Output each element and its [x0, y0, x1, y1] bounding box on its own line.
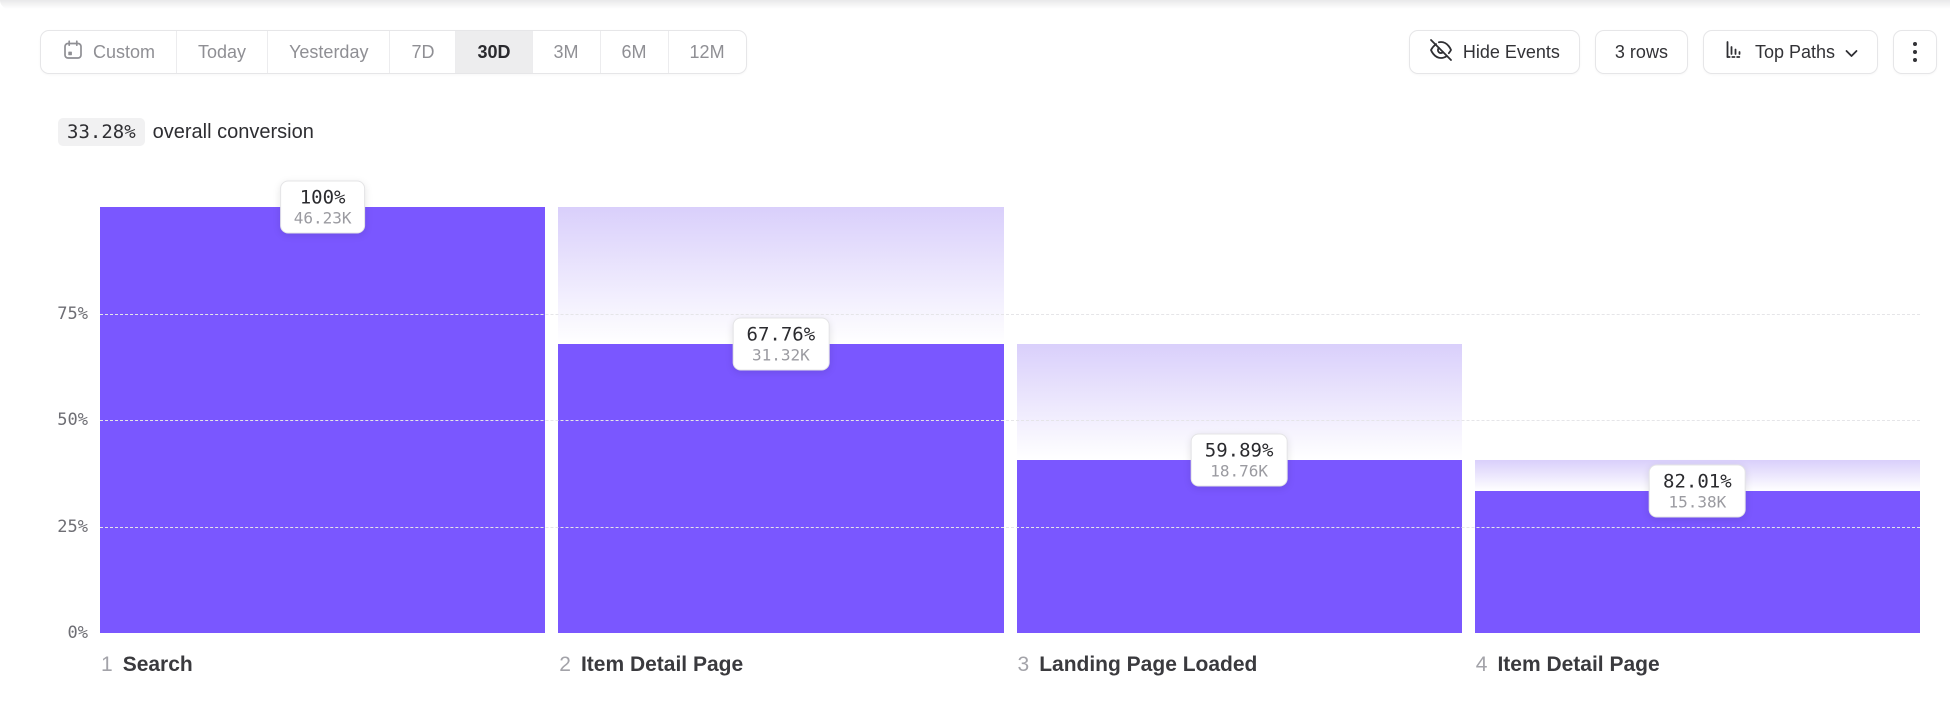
step-name: Landing Page Loaded [1039, 653, 1258, 676]
bar-value-tooltip: 59.89% 18.76K [1190, 433, 1288, 487]
step-conversion-percent: 100% [299, 186, 346, 209]
kebab-icon [1913, 42, 1917, 46]
step-name: Item Detail Page [580, 653, 744, 676]
overall-conversion-summary: 33.28% overall conversion [58, 118, 314, 146]
date-range-label: 12M [689, 41, 725, 62]
rows-button[interactable]: 3 rows [1594, 30, 1688, 74]
date-range-label: 3M [553, 41, 579, 62]
funnel-step-column[interactable]: 82.01% 15.38K [1474, 207, 1920, 633]
funnel-step-labels: 1 Search 2 Item Detail Page 3 Landing Page Lo… [100, 653, 1920, 683]
bar-value-tooltip: 67.76% 31.32K [732, 317, 830, 371]
step-count: 18.76K [1210, 461, 1269, 481]
date-range-30d[interactable]: 30D [456, 31, 533, 73]
date-range-segmented-control: Custom Today Yesterday 7D 30D 3M 6M 12M [40, 30, 747, 74]
chevron-down-icon [1845, 42, 1858, 63]
date-range-label: Yesterday [289, 41, 369, 62]
funnel-bar[interactable] [558, 344, 1004, 633]
bar-value-tooltip: 82.01% 15.38K [1649, 464, 1746, 518]
step-count: 31.32K [751, 345, 810, 365]
top-panel-shadow [0, 0, 1950, 9]
y-axis-tick: 75% [57, 303, 88, 324]
overall-conversion-value: 33.28% [58, 118, 145, 146]
step-conversion-percent: 59.89% [1204, 439, 1274, 462]
date-range-3m[interactable]: 3M [533, 31, 601, 73]
gridline-50% [100, 420, 1920, 421]
bar-chart-icon [1723, 39, 1745, 66]
step-label: 2 Item Detail Page [559, 653, 743, 677]
eye-off-icon [1429, 38, 1453, 67]
funnel-step-column[interactable]: 67.76% 31.32K [558, 207, 1004, 633]
date-range-label: Today [198, 41, 247, 62]
y-axis-tick: 25% [57, 516, 88, 537]
step-count: 46.23K [293, 208, 352, 228]
rows-label: 3 rows [1614, 41, 1668, 62]
gridline-25% [100, 526, 1920, 528]
step-conversion-percent: 82.01% [1663, 470, 1732, 493]
bar-value-tooltip: 100% 46.23K [279, 180, 366, 234]
top-paths-label: Top Paths [1754, 41, 1835, 62]
hide-events-label: Hide Events [1462, 41, 1560, 62]
y-axis-tick: 0% [67, 623, 88, 643]
step-number: 4 [1475, 653, 1488, 676]
date-range-custom[interactable]: Custom [41, 31, 178, 73]
step-number: 1 [101, 653, 113, 676]
y-axis-tick: 50% [57, 410, 88, 430]
date-range-12m[interactable]: 12M [669, 31, 746, 73]
date-range-label: 30D [477, 41, 511, 62]
date-range-7d[interactable]: 7D [390, 31, 457, 73]
step-conversion-percent: 67.76% [746, 323, 816, 346]
step-label: 1 Search [101, 653, 193, 677]
hide-events-button[interactable]: Hide Events [1408, 30, 1580, 74]
date-range-label: Custom [93, 41, 156, 62]
toolbar: Custom Today Yesterday 7D 30D 3M 6M 12M Hide Ev… [0, 30, 1950, 74]
step-number: 3 [1017, 653, 1030, 676]
funnel-chart: 75% 50% 25% 0% 100% 46.23K 67.76% 31.32K 59.89% 1… [57, 180, 1920, 643]
more-options-button[interactable] [1893, 30, 1937, 74]
toolbar-right-group: Hide Events 3 rows Top Paths [1408, 30, 1937, 74]
gridline-75% [100, 313, 1920, 315]
funnel-step-column[interactable]: 59.89% 18.76K [1016, 207, 1462, 633]
date-range-label: 7D [411, 41, 435, 62]
overall-conversion-text: overall conversion [152, 120, 314, 143]
calendar-icon [62, 39, 84, 66]
step-label: 3 Landing Page Loaded [1018, 653, 1258, 677]
date-range-yesterday[interactable]: Yesterday [268, 31, 391, 73]
date-range-6m[interactable]: 6M [601, 31, 669, 73]
top-paths-dropdown[interactable]: Top Paths [1702, 30, 1878, 74]
funnel-bar[interactable] [1016, 460, 1462, 633]
step-number: 2 [559, 653, 571, 676]
date-range-label: 6M [621, 41, 647, 62]
step-name: Item Detail Page [1497, 653, 1660, 676]
step-name: Search [122, 653, 193, 676]
date-range-today[interactable]: Today [177, 31, 269, 73]
step-count: 15.38K [1668, 492, 1727, 512]
step-label: 4 Item Detail Page [1476, 653, 1660, 677]
